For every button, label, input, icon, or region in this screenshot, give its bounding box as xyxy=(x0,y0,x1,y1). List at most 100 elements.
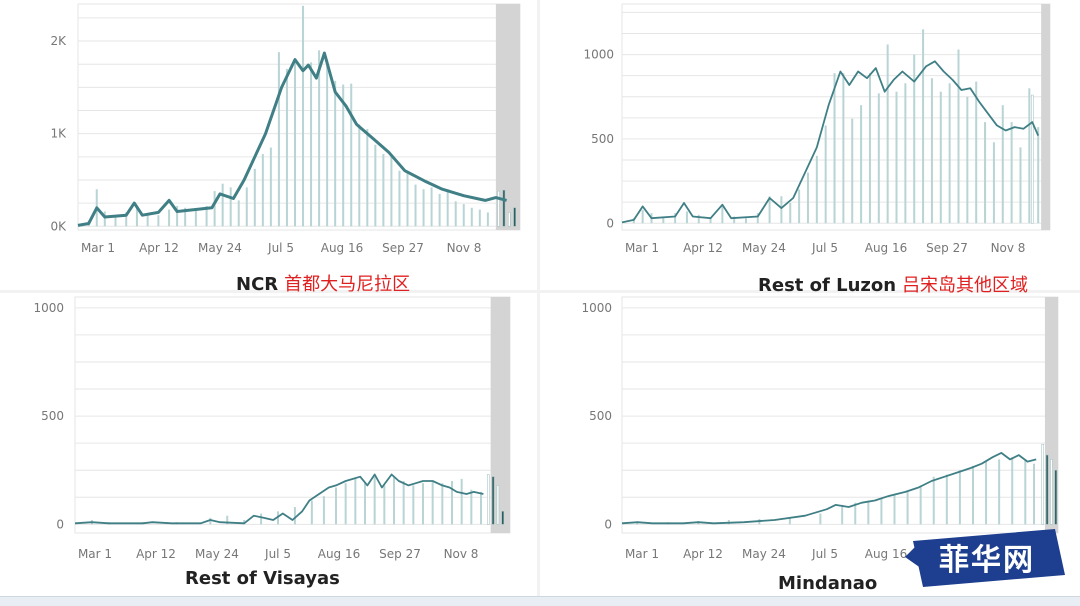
series-line xyxy=(621,60,1040,224)
bar xyxy=(364,483,366,525)
bar xyxy=(913,54,916,224)
bar xyxy=(277,52,280,227)
bar xyxy=(344,483,347,525)
bar xyxy=(354,478,357,525)
chart-rest-of-visayas: 0 500 1000 Mar 1 Apr 12 May 24 Jul 5 Aug 16 Sep … xyxy=(33,296,511,561)
bar xyxy=(350,83,353,227)
chart-panel-mindanao: 0 500 1000 Mar 1 Apr 12 May 24 Jul 5 Aug 16 Min… xyxy=(540,293,1080,596)
bar xyxy=(906,491,909,525)
x-tick-label: Aug 16 xyxy=(318,547,361,561)
bar xyxy=(277,511,279,525)
bar xyxy=(877,93,880,224)
bar xyxy=(382,154,385,227)
bar-recent xyxy=(496,485,500,525)
chart-ncr: 0K 1K 2K Mar 1 Apr 12 May 24 Jul 5 Aug 16 Sep 27… xyxy=(50,3,521,255)
bar xyxy=(194,209,197,227)
bar xyxy=(342,84,345,227)
y-tick-label: 500 xyxy=(589,409,612,423)
bar xyxy=(243,520,246,525)
bar xyxy=(146,213,149,227)
bar xyxy=(462,204,465,227)
watermark-logo xyxy=(905,529,1065,587)
bar xyxy=(975,81,978,224)
bar xyxy=(893,494,896,525)
bar xyxy=(402,481,405,525)
bar xyxy=(880,498,883,525)
x-tick-label: Aug 16 xyxy=(321,241,364,255)
bar xyxy=(460,478,463,525)
bar xyxy=(430,187,433,227)
x-tick-label: Jul 5 xyxy=(811,547,838,561)
chart-title: Mindanao xyxy=(778,573,877,594)
bar xyxy=(383,485,386,525)
bar xyxy=(1033,463,1036,525)
bar xyxy=(261,154,264,227)
bar xyxy=(470,489,473,525)
bar xyxy=(393,476,395,525)
y-tick-label: 1000 xyxy=(33,301,64,315)
bar xyxy=(406,170,409,227)
bar-recent xyxy=(1050,459,1053,525)
bar xyxy=(114,215,117,227)
bar xyxy=(1001,105,1004,224)
y-tick-label: 0 xyxy=(56,517,64,531)
bar xyxy=(310,62,313,227)
x-tick-label: Sep 27 xyxy=(926,241,968,255)
bar xyxy=(414,184,417,227)
bar xyxy=(422,189,425,227)
bar xyxy=(335,487,337,525)
bar xyxy=(366,129,369,227)
bar xyxy=(209,517,212,525)
x-tick-label: Mar 1 xyxy=(625,241,659,255)
x-tick-label: Sep 27 xyxy=(379,547,421,561)
bar xyxy=(966,96,969,224)
bar xyxy=(854,502,857,525)
x-tick-label: Sep 27 xyxy=(382,241,424,255)
bar xyxy=(788,517,791,525)
bar xyxy=(985,461,988,525)
chart-panel-ncr: 0K 1K 2K Mar 1 Apr 12 May 24 Jul 5 Aug 16 Sep 27… xyxy=(0,0,537,295)
bar xyxy=(636,522,639,525)
bar xyxy=(245,187,248,227)
bar xyxy=(221,183,224,227)
bar xyxy=(851,118,854,224)
x-tick-label: Mar 1 xyxy=(625,547,659,561)
chart-panel-rest-of-luzon: 0 500 1000 Mar 1 Apr 12 May 24 Jul 5 Aug 16 Sep … xyxy=(540,0,1080,296)
chart-title-en: Rest of Visayas xyxy=(185,568,340,589)
x-tick-label: Mar 1 xyxy=(78,547,112,561)
x-tick-label: May 24 xyxy=(742,241,786,255)
bar xyxy=(939,91,942,224)
series-line xyxy=(74,473,484,525)
bar xyxy=(662,216,665,224)
bar-recent xyxy=(1054,469,1058,525)
bar xyxy=(157,215,160,227)
y-tick-label: 500 xyxy=(591,132,614,146)
bar xyxy=(860,105,863,224)
bar xyxy=(454,201,457,227)
x-tick-label: Aug 16 xyxy=(865,547,908,561)
bar xyxy=(1019,147,1022,224)
bar-recent xyxy=(491,476,495,525)
bar xyxy=(930,78,933,224)
bar-recent xyxy=(497,190,500,227)
panel-divider-vertical xyxy=(537,0,540,600)
bar xyxy=(398,170,401,227)
bar xyxy=(412,485,415,525)
y-tick-label: 1000 xyxy=(581,301,612,315)
bar xyxy=(798,189,801,224)
bar xyxy=(998,459,1001,525)
x-tick-label: Aug 16 xyxy=(865,241,908,255)
y-tick-label: 1K xyxy=(50,127,67,141)
bar xyxy=(318,50,321,227)
bar-recent xyxy=(513,207,516,227)
footer-strip xyxy=(0,596,1080,606)
bar xyxy=(451,481,453,525)
bar xyxy=(789,203,792,224)
bar xyxy=(945,474,948,525)
bar-recent xyxy=(508,212,511,227)
bar xyxy=(293,59,296,227)
chart-rest-of-luzon: 0 500 1000 Mar 1 Apr 12 May 24 Jul 5 Aug 16 Sep … xyxy=(583,3,1051,255)
bar xyxy=(431,481,434,525)
plot-frame xyxy=(77,3,521,231)
bar xyxy=(1028,88,1031,224)
